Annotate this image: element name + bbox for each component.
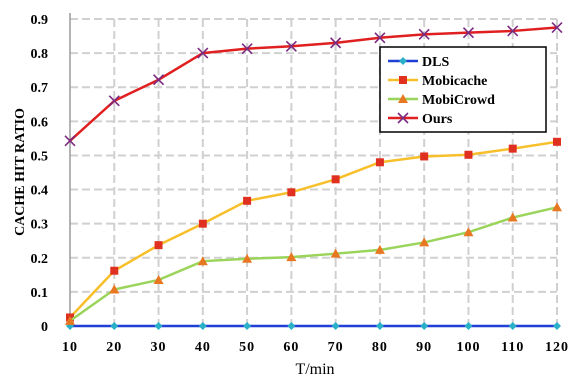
data-point-mobicrowd bbox=[463, 227, 474, 237]
x-marker-stroke bbox=[241, 43, 253, 55]
data-point-ours bbox=[507, 25, 519, 37]
grid bbox=[70, 18, 558, 326]
data-point-mobicrowd bbox=[419, 237, 430, 247]
data-point-dls bbox=[243, 322, 252, 330]
x-tick-label: 20 bbox=[106, 340, 122, 355]
x-marker-stroke bbox=[285, 40, 297, 52]
data-point-mobicache bbox=[464, 150, 473, 159]
x-axis-label: T/min bbox=[295, 361, 334, 378]
data-point-mobicrowd bbox=[374, 244, 385, 254]
legend-marker-mobicache bbox=[399, 76, 407, 84]
data-point-ours bbox=[241, 43, 253, 55]
data-point-mobicrowd bbox=[552, 202, 562, 212]
data-point-mobicache bbox=[110, 266, 119, 275]
y-tick-label: 0.7 bbox=[31, 81, 49, 96]
series-line-mobicrowd bbox=[69, 206, 558, 322]
legend-label-mobicrowd: MobiCrowd bbox=[422, 93, 495, 108]
x-marker-stroke bbox=[197, 47, 209, 59]
data-point-mobicrowd bbox=[153, 274, 164, 284]
data-point-dls bbox=[508, 322, 517, 330]
legend-label-ours: Ours bbox=[422, 112, 453, 127]
data-point-mobicache bbox=[243, 196, 252, 205]
data-point-ours bbox=[152, 74, 165, 86]
data-point-dls bbox=[154, 322, 163, 330]
x-tick-label: 70 bbox=[328, 340, 344, 355]
data-point-mobicrowd bbox=[109, 284, 120, 294]
data-point-dls bbox=[287, 322, 296, 330]
y-tick-label: 0.2 bbox=[31, 252, 49, 267]
x-marker-stroke bbox=[108, 95, 120, 107]
data-point-ours bbox=[64, 135, 76, 147]
x-tick-label: 110 bbox=[501, 340, 524, 355]
data-point-mobicrowd bbox=[242, 253, 253, 263]
x-marker-stroke bbox=[418, 28, 430, 40]
series-lines bbox=[64, 21, 563, 330]
data-point-mobicache bbox=[553, 137, 561, 146]
data-point-mobicache bbox=[287, 188, 296, 197]
data-point-ours bbox=[462, 27, 475, 39]
x-tick-label: 10 bbox=[62, 340, 78, 355]
legend: DLS Mobicache MobiCrowd Ours bbox=[379, 46, 547, 133]
data-point-ours bbox=[285, 40, 297, 52]
data-point-ours bbox=[108, 95, 120, 107]
x-tick-label: 90 bbox=[416, 340, 432, 355]
data-point-dls bbox=[464, 322, 473, 330]
data-point-dls bbox=[375, 322, 384, 330]
x-tick-label: 60 bbox=[283, 340, 299, 355]
data-point-mobicache bbox=[420, 152, 429, 161]
x-tick-label: 30 bbox=[151, 340, 167, 355]
series-line-mobicache bbox=[69, 140, 558, 319]
data-point-mobicrowd bbox=[65, 315, 75, 325]
x-tick-label: 80 bbox=[372, 340, 388, 355]
legend-marker-ours bbox=[397, 112, 409, 124]
tick-labels: 0 0.1 0.2 0.3 0.4 0.5 0.6 0.7 0.8 0.9 10 20 30 40 50 60… bbox=[31, 13, 569, 355]
data-point-mobicache bbox=[508, 144, 517, 153]
data-point-dls bbox=[420, 322, 429, 330]
x-tick-label: 100 bbox=[456, 340, 480, 355]
data-point-mobicache bbox=[375, 158, 384, 167]
legend-label-dls: DLS bbox=[422, 55, 449, 70]
x-marker-stroke bbox=[507, 25, 519, 37]
data-point-dls bbox=[198, 322, 207, 330]
data-point-ours bbox=[197, 47, 209, 59]
x-marker-stroke bbox=[551, 21, 563, 34]
data-point-mobicache bbox=[331, 175, 340, 184]
y-tick-label: 0.1 bbox=[31, 286, 49, 301]
legend-label-mobicache: Mobicache bbox=[422, 74, 487, 89]
data-point-dls bbox=[331, 322, 340, 330]
data-point-mobicrowd bbox=[197, 256, 208, 266]
y-tick-label: 0.4 bbox=[31, 184, 49, 199]
x-tick-label: 50 bbox=[239, 340, 255, 355]
x-marker-stroke bbox=[462, 27, 475, 39]
data-point-ours bbox=[418, 28, 430, 40]
y-tick-label: 0.9 bbox=[31, 13, 49, 28]
series-line-ours bbox=[69, 26, 558, 142]
y-tick-label: 0.6 bbox=[31, 115, 49, 130]
data-point-ours bbox=[374, 32, 386, 44]
y-tick-label: 0.5 bbox=[31, 149, 49, 164]
y-tick-label: 0 bbox=[41, 320, 48, 335]
data-point-dls bbox=[553, 322, 561, 330]
data-point-mobicrowd bbox=[286, 252, 297, 262]
x-marker-stroke bbox=[330, 37, 342, 49]
x-marker-stroke bbox=[374, 32, 386, 44]
x-tick-label: 120 bbox=[545, 340, 569, 355]
data-point-ours bbox=[551, 21, 563, 34]
data-point-mobicrowd bbox=[507, 212, 518, 222]
data-point-mobicache bbox=[198, 219, 207, 228]
x-marker-stroke bbox=[397, 112, 409, 124]
data-point-mobicache bbox=[154, 241, 163, 250]
legend-marker-dls bbox=[399, 57, 407, 65]
data-point-mobicrowd bbox=[330, 248, 341, 258]
x-marker-stroke bbox=[64, 135, 76, 147]
x-tick-label: 40 bbox=[195, 340, 211, 355]
y-tick-label: 0.8 bbox=[31, 47, 49, 62]
x-marker-stroke bbox=[152, 74, 165, 86]
data-point-ours bbox=[330, 37, 342, 49]
data-point-dls bbox=[110, 322, 119, 330]
legend-marker-mobicrowd bbox=[398, 94, 408, 103]
y-tick-label: 0.3 bbox=[31, 218, 49, 233]
y-axis-label: CACHE HIT RATIO bbox=[13, 108, 28, 236]
